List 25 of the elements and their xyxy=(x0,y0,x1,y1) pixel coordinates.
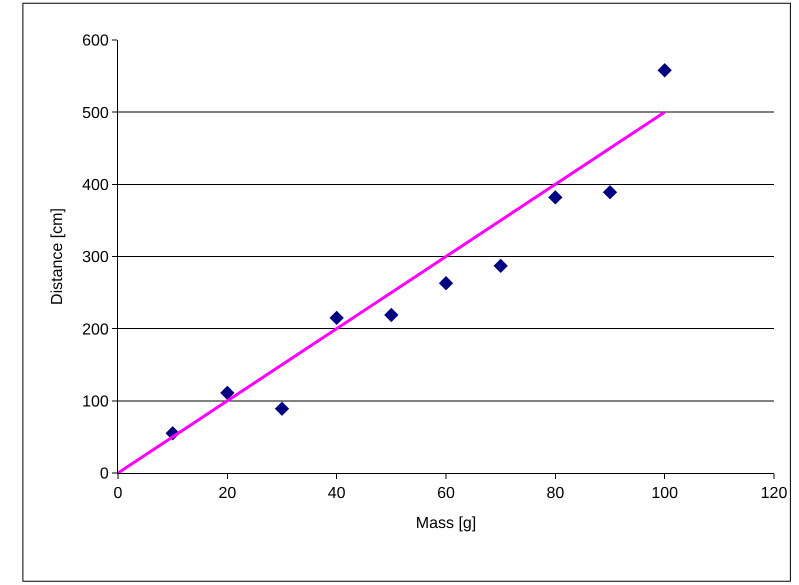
x-tick-label: 100 xyxy=(651,485,678,502)
x-axis-title: Mass [g] xyxy=(416,514,476,532)
point xyxy=(274,402,290,416)
x-tick-label: 0 xyxy=(114,485,123,502)
point xyxy=(548,190,562,204)
point xyxy=(602,185,618,200)
x-tick-label: 80 xyxy=(546,485,564,502)
x-tick-label: 120 xyxy=(760,485,788,502)
y-tick-label: 0 xyxy=(100,466,109,483)
y-tick-label: 400 xyxy=(82,176,109,194)
point xyxy=(494,258,508,274)
point xyxy=(658,63,672,78)
y-tick-label: 200 xyxy=(82,321,109,338)
point xyxy=(220,386,234,400)
y-tick-label: 300 xyxy=(82,249,109,266)
x-tick-label: 20 xyxy=(218,485,236,502)
point xyxy=(384,308,398,322)
y-tick-label: 100 xyxy=(82,393,109,410)
y-axis-title: Distance [cm] xyxy=(48,208,66,305)
x-tick-label: 40 xyxy=(328,485,346,502)
y-tick-label: 600 xyxy=(82,32,109,50)
y-tick-label: 500 xyxy=(82,104,109,122)
x-tick-label: 60 xyxy=(437,485,455,502)
point xyxy=(438,276,454,290)
point xyxy=(330,310,344,325)
